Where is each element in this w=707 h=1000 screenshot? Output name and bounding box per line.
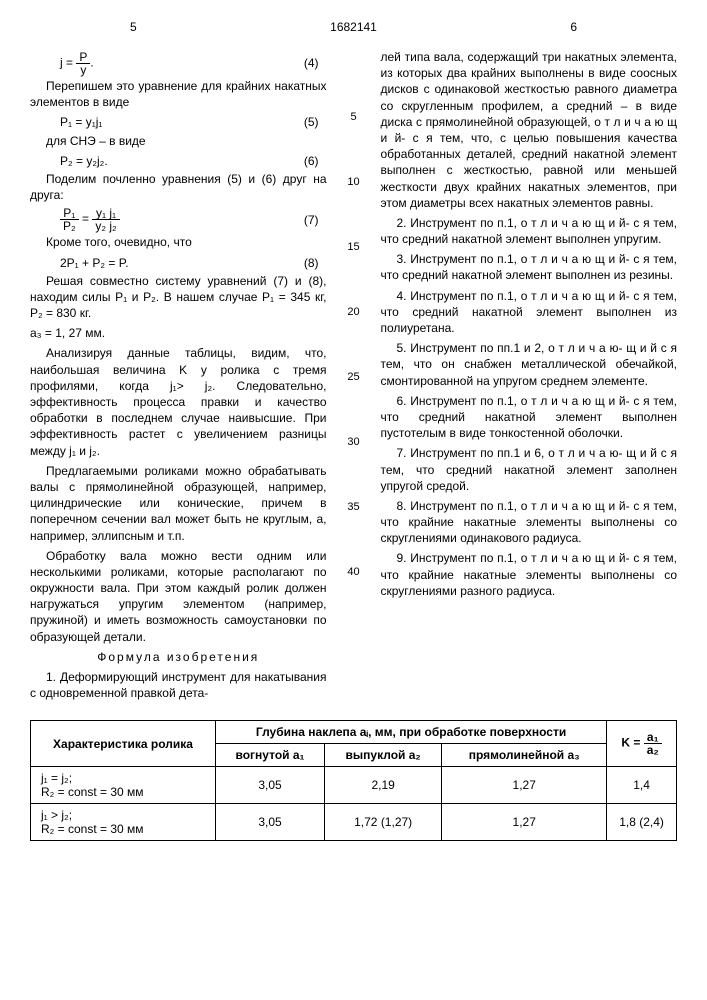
th: K = a₁ a₂ <box>607 721 677 767</box>
para: 3. Инструмент по п.1, о т л и ч а ю щ и … <box>381 251 678 283</box>
formula-title: Формула изобретения <box>30 649 327 665</box>
line-numbers: 5 10 15 20 25 30 35 40 <box>345 49 363 705</box>
data-table: Характеристика ролика Глубина наклепа aᵢ… <box>30 720 677 841</box>
f4-tail: . <box>90 56 93 70</box>
ln: 15 <box>345 241 363 253</box>
page-num-left: 5 <box>130 20 137 34</box>
text-columns: j = P y . (4) Перепишем это уравнение дл… <box>30 49 677 705</box>
para: 9. Инструмент по п.1, о т л и ч а ю щ и … <box>381 550 678 599</box>
para: 4. Инструмент по п.1, о т л и ч а ю щ и … <box>381 288 678 337</box>
formula-5: P₁ = y₁j₁ (5) <box>30 114 327 130</box>
para: 5. Инструмент по пп.1 и 2, о т л и ч а ю… <box>381 340 678 389</box>
right-column: лей типа вала, содержащий три накатных э… <box>381 49 678 705</box>
ln: 20 <box>345 306 363 318</box>
table-header-row: Характеристика ролика Глубина наклепа aᵢ… <box>31 721 677 744</box>
f4-lhs: j = <box>60 56 73 70</box>
f4-frac: P y <box>76 51 90 76</box>
para: для СНЭ – в виде <box>30 133 327 149</box>
table-row: j₁ = j₂; R₂ = const = 30 мм 3,05 2,19 1,… <box>31 767 677 804</box>
f7-rhs: y₁ j₁ y₂ j₂ <box>92 207 119 232</box>
td: 1,8 (2,4) <box>607 804 677 841</box>
td: 1,4 <box>607 767 677 804</box>
para: Поделим почленно уравнения (5) и (6) дру… <box>30 171 327 203</box>
para: 2. Инструмент по п.1, о т л и ч а ю щ и … <box>381 215 678 247</box>
th: выпуклой a₂ <box>325 744 442 767</box>
ln: 5 <box>345 111 363 123</box>
doc-number: 1682141 <box>330 20 377 34</box>
page-num-right: 6 <box>570 20 577 34</box>
td: 1,27 <box>442 767 607 804</box>
td: j₁ > j₂; R₂ = const = 30 мм <box>31 804 216 841</box>
th: прямолинейной a₃ <box>442 744 607 767</box>
td: 3,05 <box>216 804 325 841</box>
para: 1. Деформирующий инструмент для накатыва… <box>30 669 327 701</box>
formula-8: 2P₁ + P₂ = P. (8) <box>30 255 327 271</box>
k-frac: a₁ a₂ <box>644 731 662 756</box>
k-label: K = <box>621 736 643 750</box>
formula-4: j = P y . (4) <box>30 51 327 76</box>
ln: 25 <box>345 371 363 383</box>
f4-num: (4) <box>304 55 327 71</box>
td: j₁ = j₂; R₂ = const = 30 мм <box>31 767 216 804</box>
table-row: j₁ > j₂; R₂ = const = 30 мм 3,05 1,72 (1… <box>31 804 677 841</box>
f7-lhs: P₁ P₂ <box>60 207 79 232</box>
th: Характеристика ролика <box>31 721 216 767</box>
td: 1,27 <box>442 804 607 841</box>
para: Решая совместно систему уравнений (7) и … <box>30 273 327 322</box>
formula-6: P₂ = y₂j₂. (6) <box>30 153 327 169</box>
para: a₃ = 1, 27 мм. <box>30 325 327 341</box>
td: 2,19 <box>325 767 442 804</box>
para: Перепишем это уравнение для крайних нака… <box>30 78 327 110</box>
ln: 30 <box>345 436 363 448</box>
para: лей типа вала, содержащий три накатных э… <box>381 49 678 211</box>
para: Анализируя данные таблицы, видим, что, н… <box>30 345 327 458</box>
td: 1,72 (1,27) <box>325 804 442 841</box>
ln: 40 <box>345 566 363 578</box>
ln: 10 <box>345 176 363 188</box>
td: 3,05 <box>216 767 325 804</box>
para: Обработку вала можно вести одним или нес… <box>30 548 327 645</box>
th: вогнутой a₁ <box>216 744 325 767</box>
para: 6. Инструмент по п.1, о т л и ч а ю щ и … <box>381 393 678 442</box>
para: 8. Инструмент по п.1, о т л и ч а ю щ и … <box>381 498 678 547</box>
page-header: 5 1682141 6 <box>30 20 677 34</box>
f7-eq: = <box>79 212 93 226</box>
para: Кроме того, очевидно, что <box>30 234 327 250</box>
left-column: j = P y . (4) Перепишем это уравнение дл… <box>30 49 327 705</box>
formula-7: P₁ P₂ = y₁ j₁ y₂ j₂ (7) <box>30 207 327 232</box>
ln: 35 <box>345 501 363 513</box>
th: Глубина наклепа aᵢ, мм, при обработке по… <box>216 721 607 744</box>
para: Предлагаемыми роликами можно обрабатыват… <box>30 463 327 544</box>
para: 7. Инструмент по пп.1 и 6, о т л и ч а ю… <box>381 445 678 494</box>
